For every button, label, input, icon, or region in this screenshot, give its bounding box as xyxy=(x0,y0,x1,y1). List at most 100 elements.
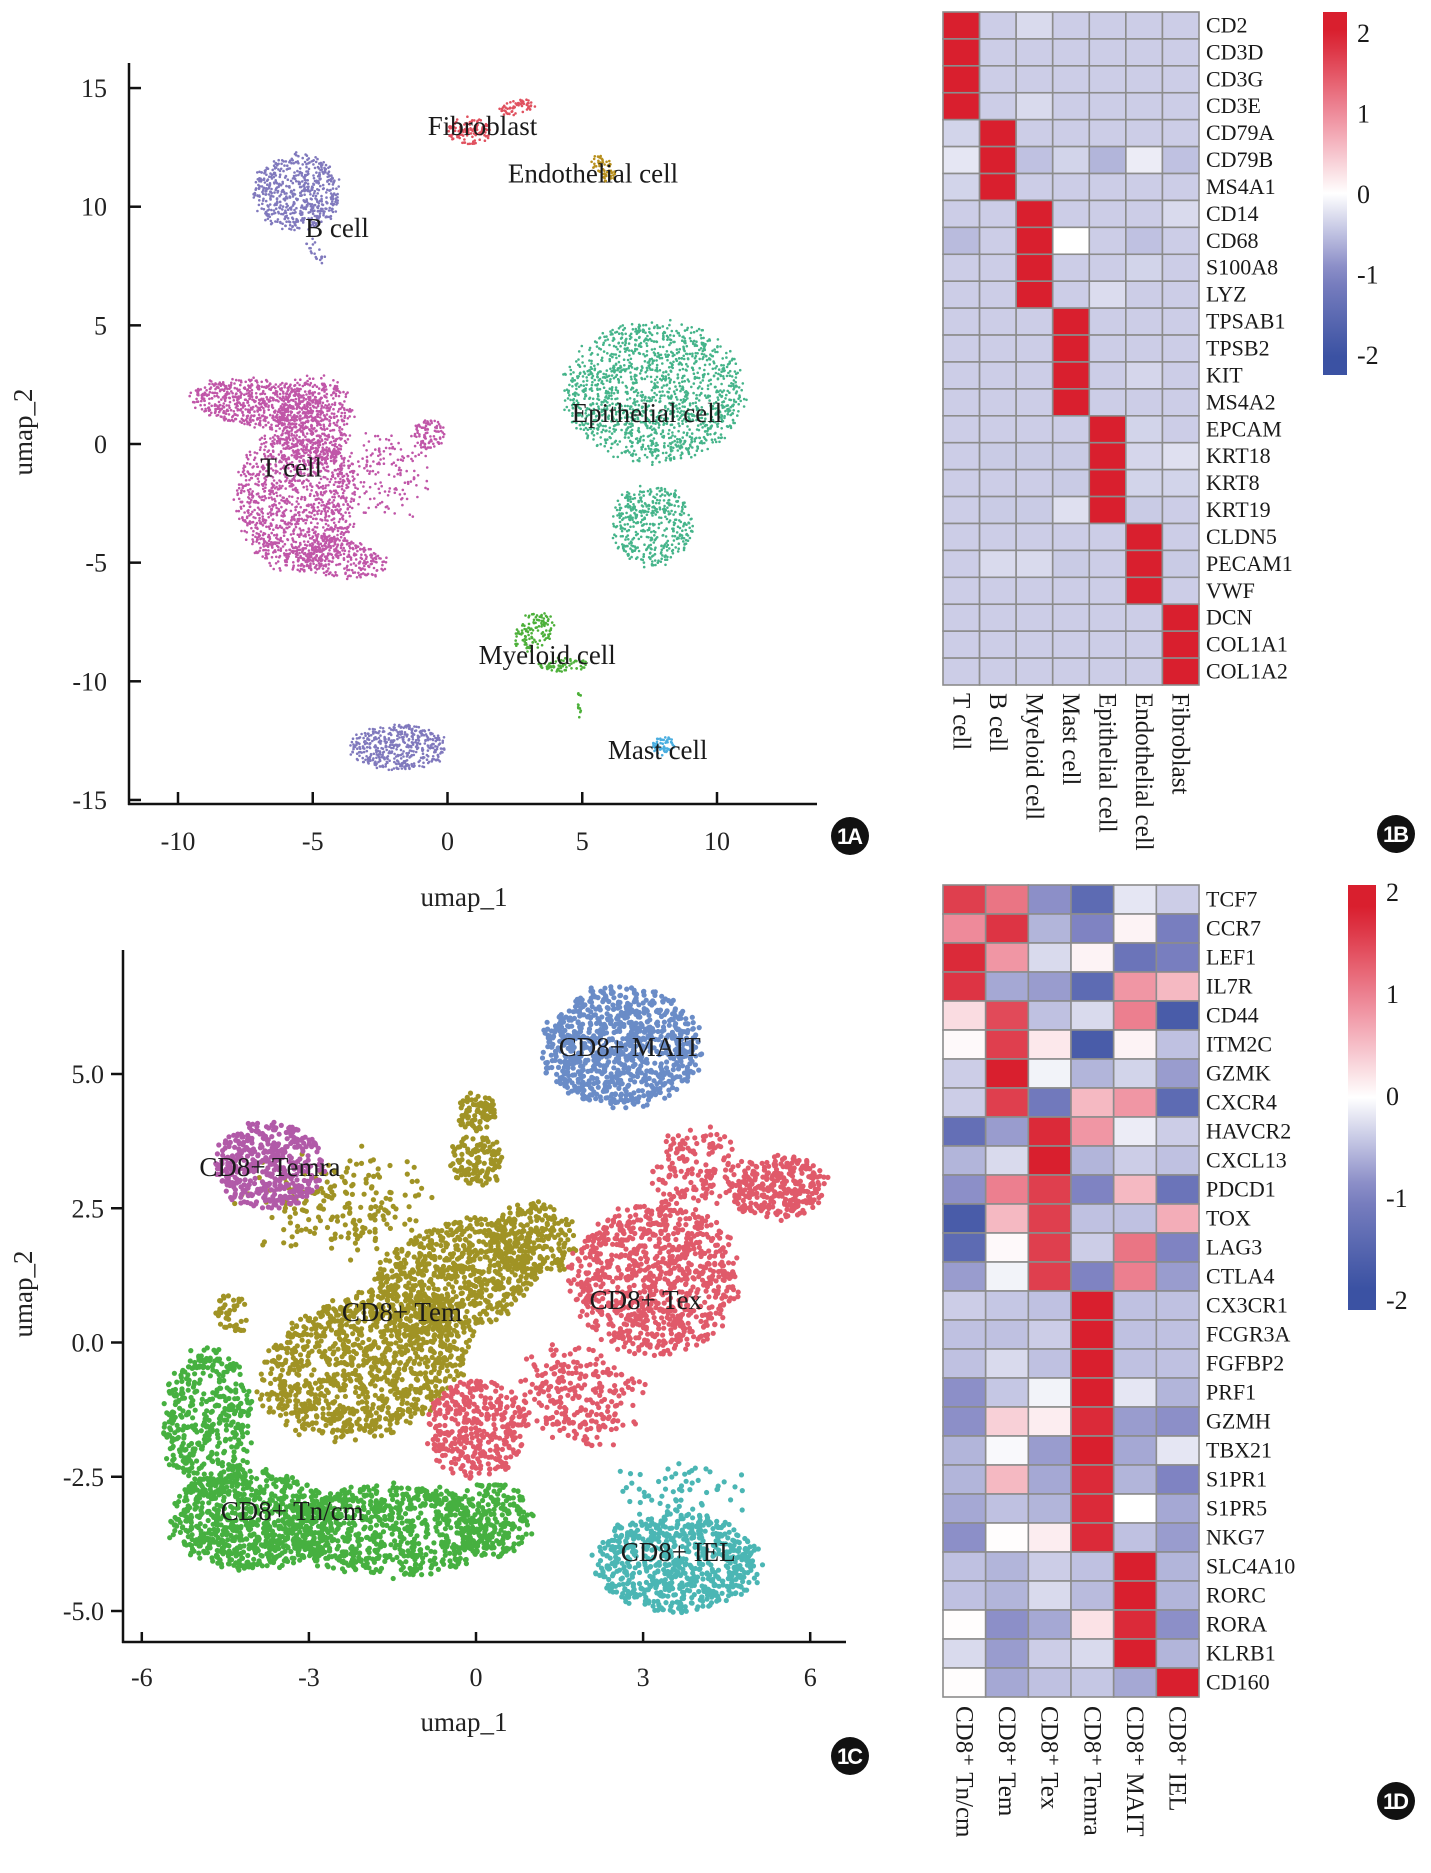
point-epithelial-cell xyxy=(592,438,595,441)
point-t-cell xyxy=(333,493,336,496)
point-t-cell xyxy=(300,495,304,499)
point-t-cell xyxy=(274,429,278,433)
point-t-cell xyxy=(310,548,314,551)
point-b-cell xyxy=(281,227,284,231)
point-t-cell xyxy=(203,403,206,407)
point-fibroblast xyxy=(515,103,519,107)
point-t-cell xyxy=(318,549,321,552)
point-t-cell xyxy=(355,576,359,579)
point-t-cell xyxy=(317,420,320,423)
point-epithelial-cell xyxy=(697,428,701,432)
point-t-cell xyxy=(369,464,372,468)
point-b-cell xyxy=(405,726,408,729)
point-b-cell xyxy=(412,750,415,753)
point-b-cell xyxy=(312,163,315,166)
point-t-cell xyxy=(259,408,262,412)
point-b-cell xyxy=(286,217,290,220)
point-t-cell xyxy=(331,556,335,560)
point-t-cell xyxy=(282,392,285,395)
point-t-cell xyxy=(297,397,301,401)
point-t-cell xyxy=(332,397,335,400)
point-t-cell xyxy=(256,483,259,486)
point-t-cell xyxy=(363,564,366,568)
point-t-cell xyxy=(424,431,428,435)
point-epithelial-cell xyxy=(632,449,636,453)
point-t-cell xyxy=(271,504,274,507)
point-b-cell xyxy=(385,748,389,752)
point-t-cell xyxy=(247,483,250,486)
point-epithelial-cell xyxy=(566,397,570,400)
point-t-cell xyxy=(348,470,352,474)
point-t-cell xyxy=(279,467,283,471)
point-t-cell xyxy=(331,501,334,504)
point-epithelial-cell xyxy=(621,381,624,384)
point-t-cell xyxy=(319,564,323,567)
point-t-cell xyxy=(387,473,391,477)
point-t-cell xyxy=(259,530,263,533)
point-t-cell xyxy=(291,546,295,550)
point-endothelial-cell xyxy=(593,155,597,158)
point-t-cell xyxy=(279,547,283,550)
point-t-cell xyxy=(246,509,249,513)
point-t-cell xyxy=(235,392,238,395)
point-t-cell xyxy=(327,449,330,453)
point-b-cell xyxy=(400,767,404,770)
point-t-cell xyxy=(247,496,250,499)
point-t-cell xyxy=(329,477,333,481)
point-t-cell xyxy=(311,557,315,560)
point-t-cell xyxy=(346,560,350,563)
point-b-cell xyxy=(332,180,336,184)
point-b-cell xyxy=(317,188,321,192)
point-b-cell xyxy=(328,174,331,177)
point-t-cell xyxy=(432,435,436,438)
point-t-cell xyxy=(367,565,371,568)
point-b-cell xyxy=(322,187,326,190)
point-t-cell xyxy=(380,484,384,488)
point-t-cell xyxy=(327,507,331,510)
point-t-cell xyxy=(275,494,279,498)
point-t-cell xyxy=(254,501,257,504)
point-b-cell xyxy=(396,760,400,763)
point-b-cell xyxy=(288,227,291,231)
point-t-cell xyxy=(310,461,314,465)
point-epithelial-cell xyxy=(678,381,681,385)
point-t-cell xyxy=(258,416,261,420)
point-epithelial-cell xyxy=(643,453,647,457)
point-t-cell xyxy=(343,549,347,552)
point-b-cell xyxy=(325,191,328,194)
point-fibroblast xyxy=(498,107,501,111)
point-b-cell xyxy=(317,167,321,170)
point-t-cell xyxy=(374,505,378,509)
point-t-cell xyxy=(352,562,356,565)
point-b-cell xyxy=(356,747,359,750)
point-t-cell xyxy=(323,490,326,494)
point-t-cell xyxy=(217,410,221,414)
point-epithelial-cell xyxy=(703,394,707,397)
point-t-cell xyxy=(325,413,329,416)
point-t-cell xyxy=(340,487,344,491)
point-t-cell xyxy=(313,426,316,430)
point-t-cell xyxy=(374,473,378,476)
point-b-cell xyxy=(427,728,431,732)
point-t-cell xyxy=(292,566,295,569)
point-epithelial-cell xyxy=(721,357,724,360)
point-t-cell xyxy=(309,563,312,567)
point-t-cell xyxy=(236,389,240,392)
point-t-cell xyxy=(351,475,355,478)
point-t-cell xyxy=(334,525,337,528)
point-t-cell xyxy=(292,561,295,564)
point-b-cell xyxy=(336,192,339,196)
point-t-cell xyxy=(247,391,250,395)
point-t-cell xyxy=(324,511,328,515)
point-t-cell xyxy=(196,393,200,397)
point-t-cell xyxy=(356,473,360,476)
point-t-cell xyxy=(194,406,197,410)
point-t-cell xyxy=(328,409,331,412)
point-b-cell xyxy=(289,179,293,183)
point-t-cell xyxy=(413,444,417,448)
point-t-cell xyxy=(275,555,278,559)
point-t-cell xyxy=(250,395,254,399)
point-t-cell xyxy=(376,471,380,474)
point-b-cell xyxy=(318,199,322,203)
